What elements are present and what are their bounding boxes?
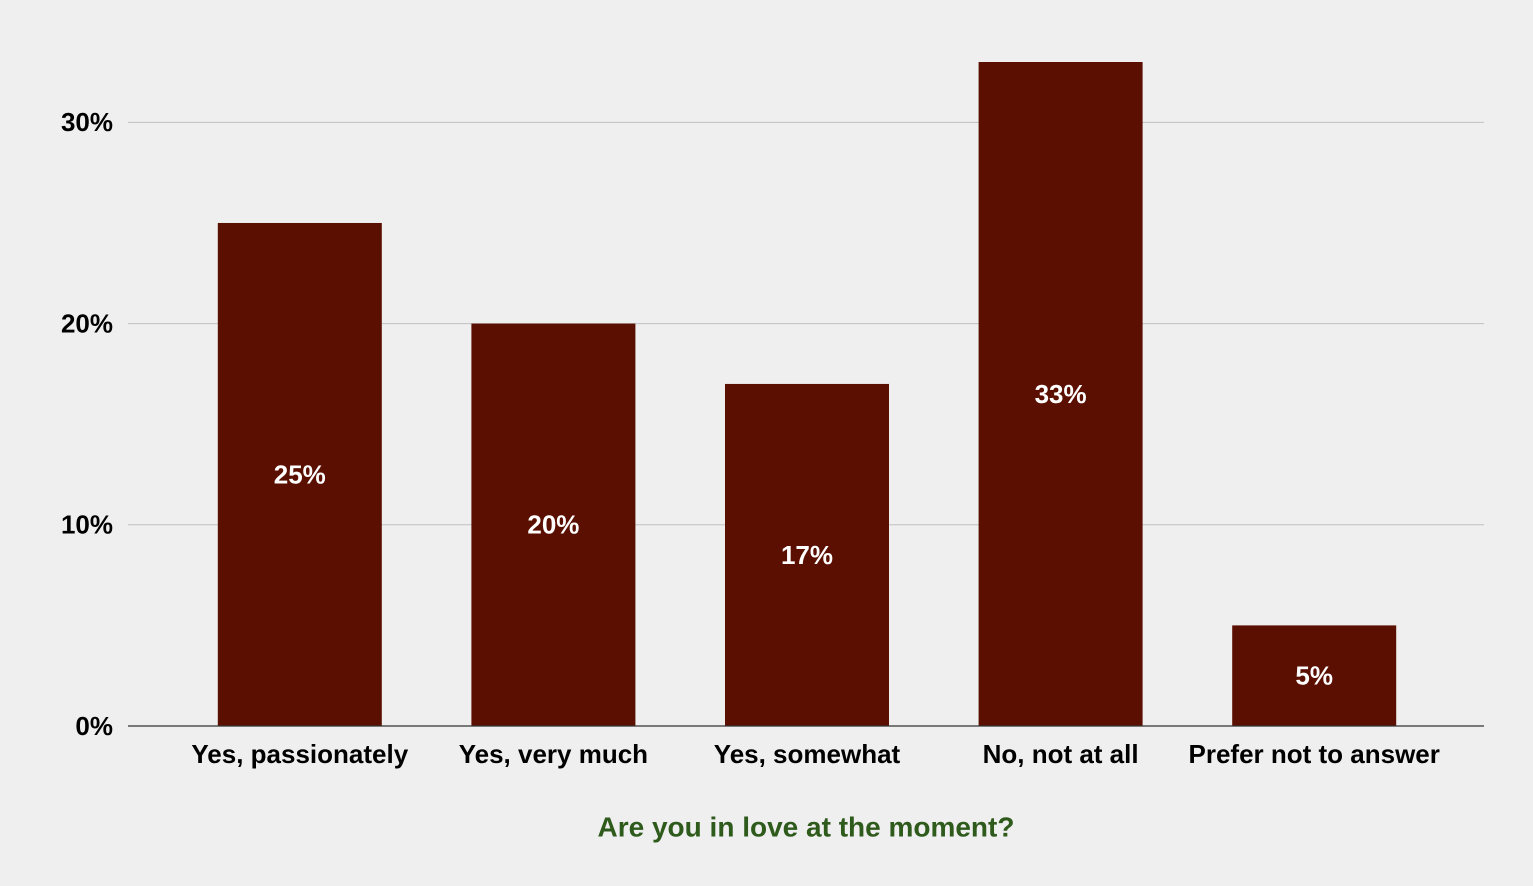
value-label: 20%	[527, 510, 579, 540]
x-tick-label: No, not at all	[983, 739, 1139, 769]
y-tick-label: 30%	[61, 107, 113, 137]
y-tick-label: 10%	[61, 510, 113, 540]
bar	[725, 383, 889, 726]
x-tick-label: Yes, passionately	[191, 739, 408, 769]
x-axis-title: Are you in love at the moment?	[598, 811, 1015, 842]
bar	[471, 323, 636, 726]
bar	[217, 222, 382, 726]
value-label: 33%	[1035, 379, 1087, 409]
x-tick-label: Prefer not to answer	[1188, 739, 1439, 769]
y-tick-label: 20%	[61, 308, 113, 338]
x-tick-label: Yes, very much	[459, 739, 648, 769]
value-label: 5%	[1295, 661, 1333, 691]
value-label: 17%	[781, 540, 833, 570]
y-tick-label: 0%	[75, 711, 113, 741]
bar	[1232, 625, 1397, 726]
value-label: 25%	[274, 459, 326, 489]
bar	[978, 62, 1143, 726]
x-tick-label: Yes, somewhat	[714, 739, 901, 769]
